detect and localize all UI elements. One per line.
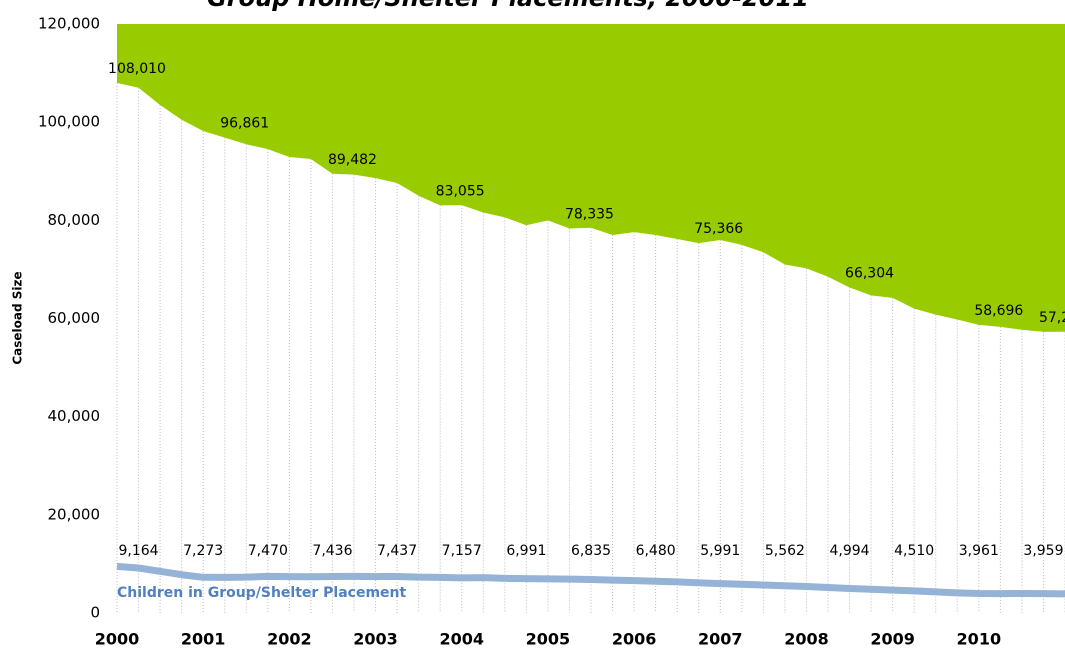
data-label: 7,437 <box>377 543 417 559</box>
x-tick-label: 2001 <box>181 630 226 649</box>
x-tick-label: 2008 <box>784 630 829 649</box>
data-label: 7,273 <box>183 543 223 559</box>
x-tick-label: 2006 <box>612 630 657 649</box>
data-label: 5,991 <box>700 543 740 559</box>
y-tick-label: 20,000 <box>48 505 101 523</box>
data-label: 83,055 <box>436 183 485 199</box>
y-tick-label: 100,000 <box>38 113 100 131</box>
data-label: 5,562 <box>765 543 805 559</box>
y-axis-label: Caseload Size <box>11 271 25 364</box>
x-tick-label: 2002 <box>267 630 312 649</box>
data-label: 4,510 <box>894 543 934 559</box>
data-label: 7,157 <box>442 543 482 559</box>
area <box>117 24 1065 332</box>
y-tick-label: 60,000 <box>48 309 101 327</box>
data-label: 108,010 <box>108 61 166 77</box>
y-tick-label: 120,000 <box>38 15 100 33</box>
x-tick-label: 2009 <box>870 630 915 649</box>
x-tick-label: 2003 <box>353 630 398 649</box>
data-label: 58,696 <box>974 303 1023 319</box>
chart-title: Group Home/Shelter Placements, 2000-2011 <box>207 0 809 12</box>
data-label: 3,961 <box>959 543 999 559</box>
data-label: 3,959 <box>1023 543 1063 559</box>
data-label: 78,335 <box>565 207 614 223</box>
x-tick-label: 2005 <box>526 630 571 649</box>
data-label: 7,436 <box>312 543 352 559</box>
data-label: 4,994 <box>829 543 869 559</box>
data-label: 6,991 <box>506 543 546 559</box>
y-tick-label: 0 <box>90 604 100 622</box>
y-tick-label: 80,000 <box>48 211 101 229</box>
data-label: 6,835 <box>571 543 611 559</box>
data-label: 89,482 <box>328 152 377 168</box>
line <box>116 562 1065 598</box>
data-label: 7,470 <box>248 543 288 559</box>
data-label: 9,164 <box>118 543 158 559</box>
x-tick-label: 2000 <box>95 630 140 649</box>
data-label: 75,366 <box>694 221 743 237</box>
data-label: 96,861 <box>220 116 269 132</box>
x-tick-label: 2010 <box>957 630 1002 649</box>
x-tick-label: 2007 <box>698 630 743 649</box>
x-tick-label: 2004 <box>439 630 484 649</box>
legend-label: Children in Group/Shelter Placement <box>117 585 407 601</box>
data-label: 57,283 <box>1039 310 1065 326</box>
y-tick-label: 40,000 <box>48 407 101 425</box>
data-label: 6,480 <box>636 543 676 559</box>
data-label: 66,304 <box>845 266 894 282</box>
